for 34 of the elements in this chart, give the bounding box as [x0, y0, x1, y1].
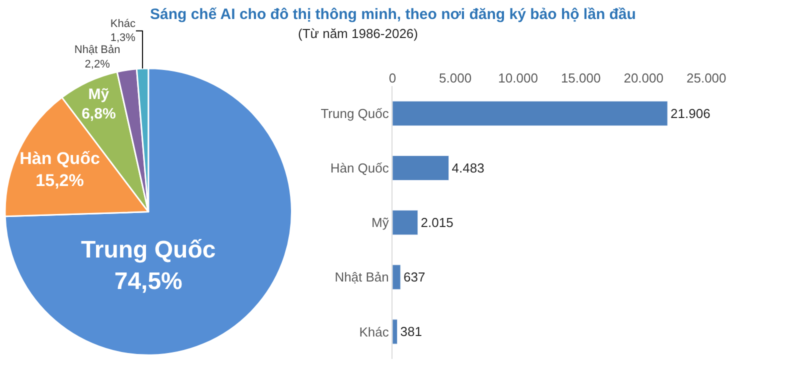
data-label: 6,8%	[82, 106, 116, 123]
bar	[392, 210, 418, 236]
x-tick-label: 20.000	[624, 70, 664, 86]
data-label: 637	[404, 270, 426, 285]
bar	[392, 155, 450, 181]
bar	[392, 264, 401, 290]
x-tick-label: 25.000	[686, 70, 726, 86]
y-tick-label: Khác	[359, 324, 390, 340]
slice-label: Hàn Quốc	[20, 148, 100, 168]
slice-label: Khác	[110, 18, 136, 30]
x-tick-label: 5.000	[439, 70, 472, 86]
x-tick-label: 15.000	[560, 70, 601, 86]
x-tick-label: 10.000	[498, 70, 538, 86]
data-label: 4.483	[452, 160, 484, 176]
y-tick-label: Hàn Quốc	[330, 160, 390, 176]
slice-label: Trung Quốc	[81, 236, 216, 264]
data-label: 15,2%	[36, 170, 84, 190]
data-label: 74,5%	[114, 268, 182, 295]
data-label: 2,2%	[84, 58, 110, 70]
bar	[392, 100, 668, 126]
data-label: 381	[400, 324, 422, 340]
y-tick-label: Nhật Bản	[334, 270, 389, 285]
y-tick-label: Mỹ	[372, 215, 390, 230]
slice-label: Mỹ	[88, 86, 110, 104]
chart-subtitle: (Từ năm 1986-2026)	[298, 26, 418, 41]
data-label: 1,3%	[110, 32, 136, 44]
text: Sáng chế AI cho đô thị thông minh, theo nơi đăng ký bảo hộ lần đầu	[150, 6, 636, 23]
data-label: 2.015	[420, 215, 454, 230]
data-label: 21.906	[670, 106, 710, 121]
y-tick-label: Trung Quốc	[320, 106, 390, 121]
pie-slice	[4, 68, 292, 356]
x-tick-label: 0	[388, 70, 396, 86]
bar	[392, 319, 398, 344]
slice-label: Nhật Bản	[74, 44, 120, 56]
